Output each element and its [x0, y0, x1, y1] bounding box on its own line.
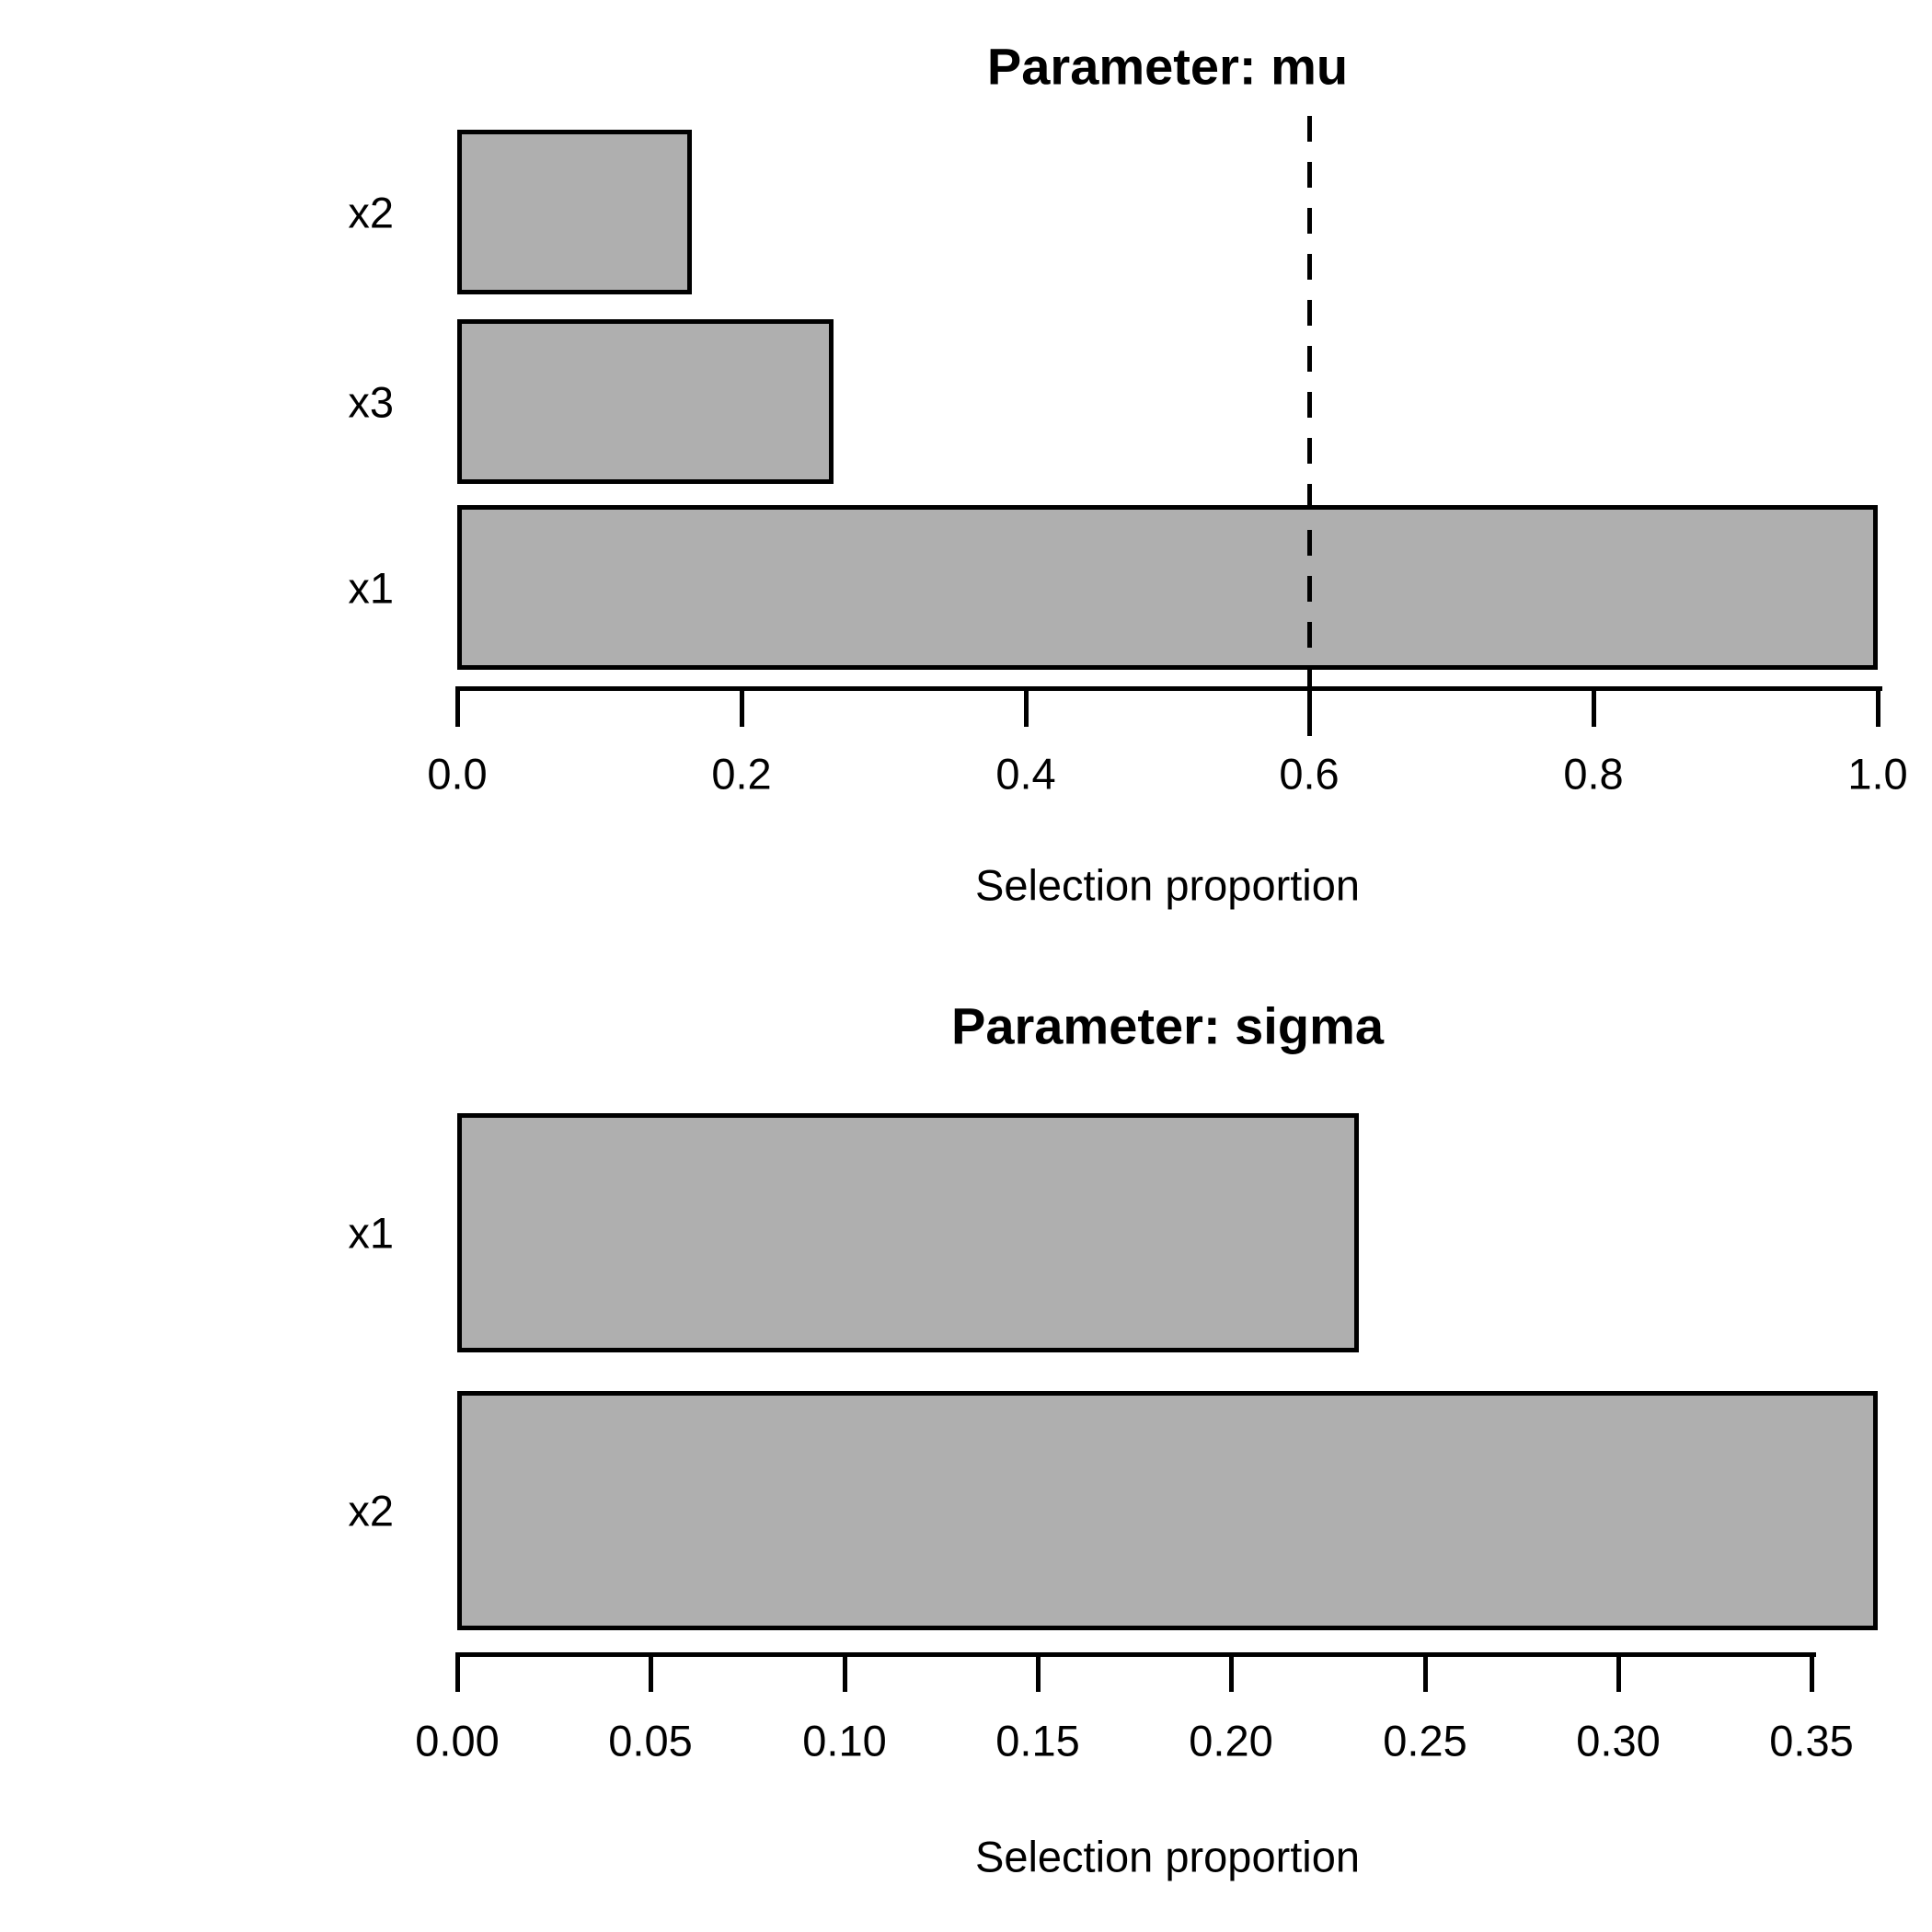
threshold-line: [1307, 116, 1312, 736]
axis-tick-label-0.05: 0.05: [608, 1716, 693, 1765]
axis-tick-0.35: [1810, 1652, 1814, 1692]
bar-x3: [457, 319, 834, 484]
chart-title-mu: Parameter: mu: [986, 37, 1349, 96]
axis-tick-label-0.35: 0.35: [1769, 1716, 1854, 1765]
bar-x2: [457, 1391, 1878, 1630]
bar-x1: [457, 505, 1878, 670]
axis-tick-label-0.6: 0.6: [1279, 749, 1340, 799]
category-label-x1: x1: [348, 1208, 394, 1258]
axis-tick-0.20: [1229, 1652, 1234, 1692]
axis-tick-label-0.25: 0.25: [1383, 1716, 1467, 1765]
axis-tick-0.10: [843, 1652, 847, 1692]
axis-tick-0.15: [1036, 1652, 1041, 1692]
axis-tick-label-1.0: 1.0: [1847, 749, 1908, 799]
axis-tick-label-0.2: 0.2: [711, 749, 772, 799]
axis-tick-0.2: [740, 686, 744, 727]
x-axis-title-sigma: Selection proportion: [974, 1832, 1361, 1881]
x-axis-line: [457, 1652, 1816, 1657]
category-label-x1: x1: [348, 563, 394, 612]
axis-tick-0.4: [1024, 686, 1029, 727]
axis-tick-0.25: [1423, 1652, 1428, 1692]
axis-tick-0.0: [455, 686, 460, 727]
axis-tick-0.30: [1616, 1652, 1621, 1692]
axis-tick-1.0: [1876, 686, 1880, 727]
axis-tick-0.00: [455, 1652, 460, 1692]
category-label-x2: x2: [348, 1486, 394, 1535]
axis-tick-label-0.00: 0.00: [415, 1716, 500, 1765]
axis-tick-label-0.15: 0.15: [995, 1716, 1080, 1765]
chart-title-sigma: Parameter: sigma: [950, 996, 1385, 1055]
axis-tick-label-0.8: 0.8: [1563, 749, 1624, 799]
x-axis-title-mu: Selection proportion: [974, 860, 1361, 910]
x-axis-line: [457, 686, 1882, 691]
category-label-x3: x3: [348, 377, 394, 426]
axis-tick-label-0.20: 0.20: [1189, 1716, 1273, 1765]
axis-tick-0.05: [649, 1652, 653, 1692]
axis-tick-label-0.0: 0.0: [427, 749, 488, 799]
axis-tick-label-0.4: 0.4: [995, 749, 1056, 799]
category-label-x2: x2: [348, 188, 394, 236]
bar-x1: [457, 1113, 1359, 1352]
axis-tick-label-0.30: 0.30: [1576, 1716, 1661, 1765]
axis-tick-label-0.10: 0.10: [802, 1716, 887, 1765]
bar-x2: [457, 130, 692, 294]
axis-tick-0.8: [1592, 686, 1596, 727]
